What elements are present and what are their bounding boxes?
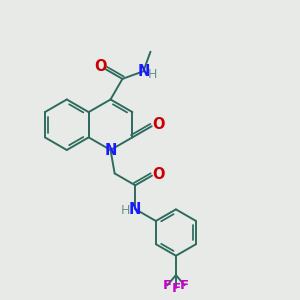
Text: F: F	[180, 279, 189, 292]
Text: N: N	[129, 202, 141, 217]
Text: O: O	[152, 167, 165, 182]
Text: H: H	[148, 68, 158, 81]
Text: F: F	[163, 279, 172, 292]
Text: N: N	[104, 142, 117, 158]
Text: N: N	[137, 64, 150, 79]
Text: O: O	[94, 59, 106, 74]
Text: H: H	[121, 204, 130, 217]
Text: O: O	[152, 117, 164, 132]
Text: F: F	[171, 282, 181, 295]
